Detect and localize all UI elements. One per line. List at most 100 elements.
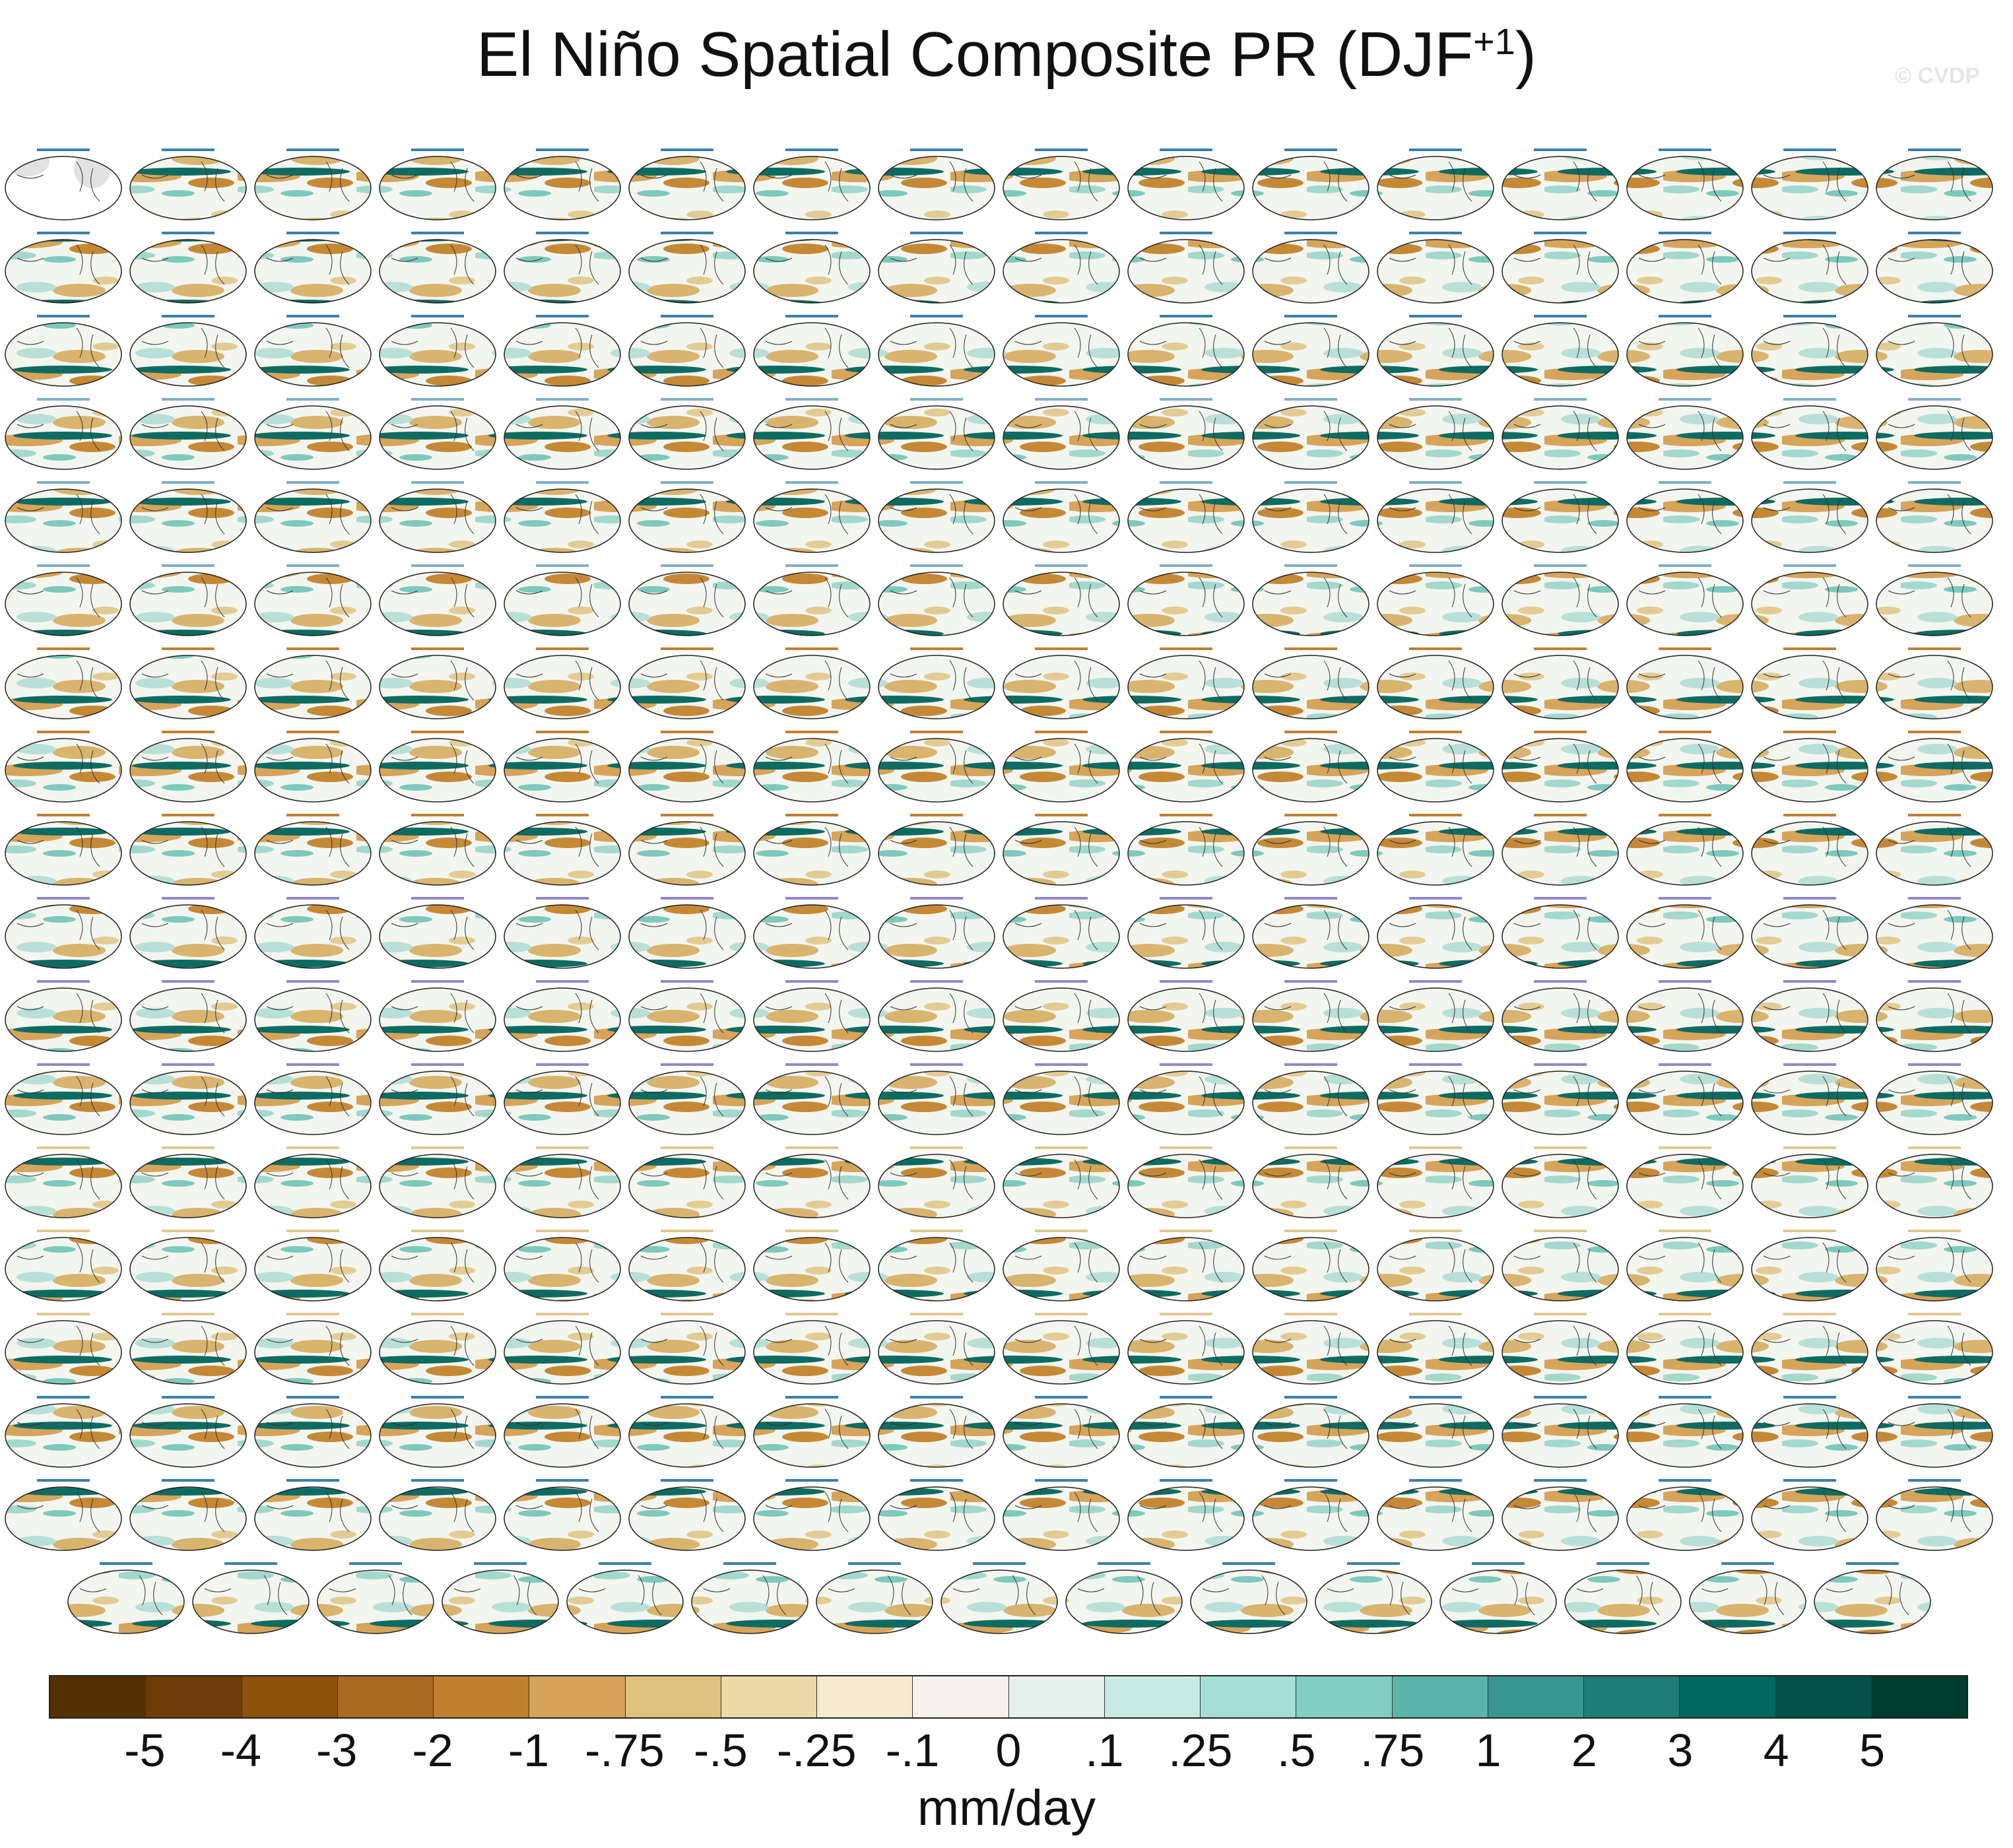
map-panel bbox=[5, 647, 122, 719]
coastline bbox=[1763, 1242, 1847, 1283]
robinson-map bbox=[1439, 1569, 1557, 1634]
coastline bbox=[141, 909, 225, 950]
panel-title-text bbox=[1035, 814, 1088, 816]
coastline bbox=[640, 327, 724, 368]
robinson-map bbox=[1626, 1071, 1744, 1135]
coastline bbox=[890, 660, 974, 701]
robinson-map bbox=[1003, 156, 1120, 220]
map-panel bbox=[129, 481, 247, 553]
robinson-map bbox=[878, 1237, 995, 1302]
panel-title-text bbox=[1534, 814, 1587, 816]
robinson-map bbox=[753, 738, 871, 803]
coastline bbox=[765, 660, 849, 701]
map-panel bbox=[1127, 1479, 1245, 1551]
coastline bbox=[16, 577, 100, 618]
robinson-map bbox=[1252, 738, 1370, 803]
map-panel bbox=[1502, 148, 1619, 220]
panel-title-text bbox=[1160, 1063, 1212, 1066]
panel-title-text bbox=[162, 1396, 214, 1399]
coastline bbox=[16, 1325, 100, 1366]
coastline bbox=[141, 1242, 225, 1283]
robinson-map bbox=[1876, 488, 1993, 553]
map-panel bbox=[129, 148, 247, 220]
panel-title-text bbox=[1035, 1230, 1088, 1232]
coastline bbox=[1139, 161, 1223, 202]
coastline bbox=[266, 909, 350, 950]
robinson-map bbox=[878, 1403, 995, 1468]
map-panel bbox=[1315, 1562, 1432, 1634]
coastline bbox=[1763, 327, 1847, 368]
coastline bbox=[1513, 327, 1597, 368]
coastline bbox=[141, 494, 225, 535]
colorbar-tick-label: 4 bbox=[1763, 1725, 1789, 1776]
map-panel bbox=[1377, 647, 1494, 719]
coastline bbox=[1389, 1159, 1472, 1200]
panel-title-text bbox=[785, 897, 838, 900]
robinson-map bbox=[1502, 239, 1619, 304]
coastline bbox=[141, 1159, 225, 1200]
map-panel bbox=[753, 1146, 871, 1218]
panel-title-text bbox=[1284, 1230, 1337, 1232]
robinson-map bbox=[628, 322, 746, 387]
panel-title-text bbox=[910, 232, 963, 234]
colorbar-segment bbox=[1201, 1676, 1297, 1717]
panel-title-text bbox=[1409, 1063, 1462, 1066]
panel-title-text bbox=[1783, 398, 1836, 401]
coastline bbox=[1014, 411, 1098, 451]
coastline bbox=[1389, 327, 1472, 368]
robinson-map bbox=[1127, 1071, 1245, 1135]
map-panel bbox=[753, 647, 871, 719]
coastline bbox=[1389, 1242, 1472, 1283]
robinson-map bbox=[129, 1237, 247, 1302]
robinson-map bbox=[1003, 987, 1120, 1052]
coastline bbox=[1763, 494, 1847, 535]
robinson-map bbox=[504, 655, 621, 719]
map-panel bbox=[878, 1396, 995, 1468]
coastline bbox=[1264, 1159, 1348, 1200]
robinson-map bbox=[628, 572, 746, 636]
coastline bbox=[1638, 826, 1722, 867]
panel-title-text bbox=[411, 980, 464, 983]
panel-title-text bbox=[785, 1146, 838, 1149]
colorbar-tick-label: 0 bbox=[995, 1725, 1022, 1776]
panel-title-text bbox=[1659, 398, 1711, 401]
map-panel bbox=[254, 897, 372, 969]
panel-title-text bbox=[411, 1396, 464, 1399]
panel-title-text bbox=[286, 1479, 339, 1482]
robinson-map bbox=[878, 821, 995, 886]
map-panel bbox=[1626, 1063, 1744, 1135]
coastline bbox=[515, 1408, 599, 1449]
robinson-map bbox=[504, 738, 621, 803]
panel-title-text bbox=[1783, 1146, 1836, 1149]
panel-title-text bbox=[411, 481, 464, 484]
robinson-map bbox=[1876, 1403, 1993, 1468]
panel-title-text bbox=[1659, 1396, 1711, 1399]
robinson-map bbox=[1003, 1154, 1120, 1218]
map-panel bbox=[1751, 1313, 1868, 1385]
panel-title-text bbox=[286, 481, 339, 484]
map-panel bbox=[1439, 1562, 1557, 1634]
coastline bbox=[1826, 1575, 1909, 1616]
map-panel bbox=[379, 1396, 496, 1468]
coastline bbox=[141, 993, 225, 1034]
coastline bbox=[1763, 909, 1847, 950]
panel-title-text bbox=[162, 315, 214, 317]
coastline bbox=[1389, 826, 1472, 867]
map-panel bbox=[1626, 481, 1744, 553]
robinson-map bbox=[1502, 904, 1619, 969]
map-panel bbox=[379, 398, 496, 470]
coastline bbox=[1389, 993, 1472, 1034]
robinson-map bbox=[1190, 1569, 1307, 1634]
panel-title-text bbox=[411, 315, 464, 317]
coastline bbox=[1888, 161, 1971, 202]
map-panel bbox=[5, 1063, 122, 1135]
robinson-map bbox=[1315, 1569, 1432, 1634]
coastline bbox=[1638, 1492, 1722, 1533]
robinson-map bbox=[1502, 738, 1619, 803]
panel-title-text bbox=[910, 1313, 963, 1315]
robinson-map bbox=[129, 821, 247, 886]
coastline bbox=[765, 1242, 849, 1283]
panel-title-text bbox=[100, 1562, 152, 1565]
robinson-map bbox=[1252, 239, 1370, 304]
coastline bbox=[1389, 1325, 1472, 1366]
